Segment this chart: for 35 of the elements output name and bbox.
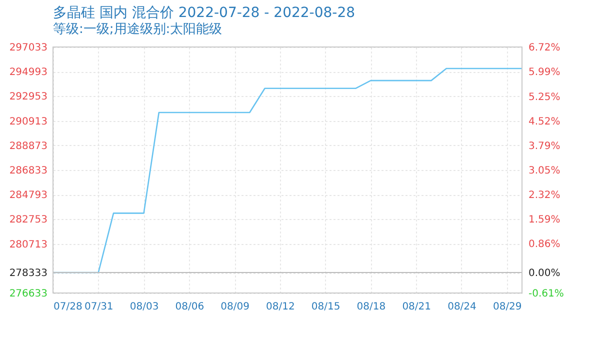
chart-subtitle: 等级:一级;用途级别:太阳能级 bbox=[53, 22, 222, 37]
x-tick-label: 08/12 bbox=[266, 302, 295, 312]
x-tick-label: 08/03 bbox=[130, 302, 159, 312]
y2-tick-label: -0.61% bbox=[528, 288, 564, 300]
y-tick-label: 288873 bbox=[9, 140, 48, 152]
x-tick-label: 07/31 bbox=[84, 302, 114, 312]
x-tick-label: 08/18 bbox=[356, 302, 386, 312]
y-tick-label: 282753 bbox=[9, 214, 48, 226]
x-tick-label: 08/09 bbox=[220, 302, 250, 312]
x-tick-label: 08/24 bbox=[448, 302, 476, 312]
y2-tick-label: 5.25% bbox=[528, 92, 560, 103]
y2-tick-label: 3.79% bbox=[528, 140, 560, 152]
y2-tick-label: 3.05% bbox=[528, 166, 560, 177]
y-tick-label: 286833 bbox=[9, 166, 48, 176]
y-tick-label: 276633 bbox=[9, 288, 48, 300]
y2-tick-label: 5.99% bbox=[528, 67, 560, 78]
chart-title: 多晶硅 国内 混合价 2022-07-28 - 2022-08-28 bbox=[53, 5, 356, 21]
y2-tick-label: 0.86% bbox=[528, 239, 560, 250]
x-tick-label: 08/21 bbox=[402, 302, 432, 312]
y2-tick-label: 1.59% bbox=[528, 214, 560, 226]
x-tick-label: 07/28 bbox=[54, 302, 82, 312]
x-tick-label: 08/15 bbox=[311, 302, 340, 312]
x-tick-label: 08/29 bbox=[492, 302, 522, 312]
y-tick-label: 284793 bbox=[9, 190, 48, 202]
y-tick-label: 278333 bbox=[9, 268, 48, 279]
y-tick-label: 294993 bbox=[9, 67, 48, 78]
y-tick-label: 297033 bbox=[9, 42, 48, 54]
y-tick-label: 290913 bbox=[9, 116, 48, 128]
y2-tick-label: 4.52% bbox=[528, 116, 560, 128]
y2-tick-label: 6.72% bbox=[528, 42, 560, 54]
y-tick-label: 292953 bbox=[9, 92, 48, 103]
y2-tick-label: 0.00% bbox=[528, 268, 560, 280]
y-tick-label: 280713 bbox=[9, 239, 48, 250]
y2-tick-label: 2.32% bbox=[528, 190, 560, 202]
x-tick-label: 08/06 bbox=[175, 302, 204, 312]
